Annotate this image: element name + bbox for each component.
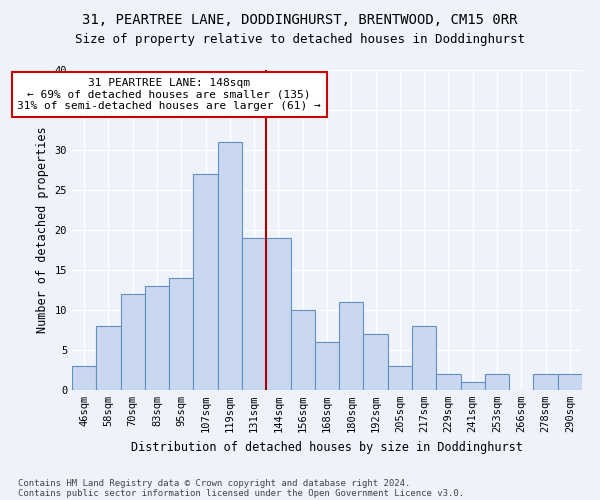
Bar [266, 238, 290, 390]
Text: Size of property relative to detached houses in Doddinghurst: Size of property relative to detached ho… [75, 32, 525, 46]
Bar [364, 334, 388, 390]
Bar [412, 326, 436, 390]
Bar [339, 302, 364, 390]
Bar [242, 238, 266, 390]
Bar [218, 142, 242, 390]
Bar [193, 174, 218, 390]
Bar [169, 278, 193, 390]
Text: Contains public sector information licensed under the Open Government Licence v3: Contains public sector information licen… [18, 488, 464, 498]
Bar [558, 374, 582, 390]
Bar [121, 294, 145, 390]
Bar [290, 310, 315, 390]
Text: Contains HM Land Registry data © Crown copyright and database right 2024.: Contains HM Land Registry data © Crown c… [18, 478, 410, 488]
Bar [388, 366, 412, 390]
Bar [533, 374, 558, 390]
Text: 31, PEARTREE LANE, DODDINGHURST, BRENTWOOD, CM15 0RR: 31, PEARTREE LANE, DODDINGHURST, BRENTWO… [82, 12, 518, 26]
Y-axis label: Number of detached properties: Number of detached properties [36, 126, 49, 334]
X-axis label: Distribution of detached houses by size in Doddinghurst: Distribution of detached houses by size … [131, 440, 523, 454]
Bar [436, 374, 461, 390]
Bar [72, 366, 96, 390]
Bar [96, 326, 121, 390]
Bar [461, 382, 485, 390]
Bar [145, 286, 169, 390]
Bar [315, 342, 339, 390]
Bar [485, 374, 509, 390]
Text: 31 PEARTREE LANE: 148sqm
← 69% of detached houses are smaller (135)
31% of semi-: 31 PEARTREE LANE: 148sqm ← 69% of detach… [17, 78, 321, 111]
